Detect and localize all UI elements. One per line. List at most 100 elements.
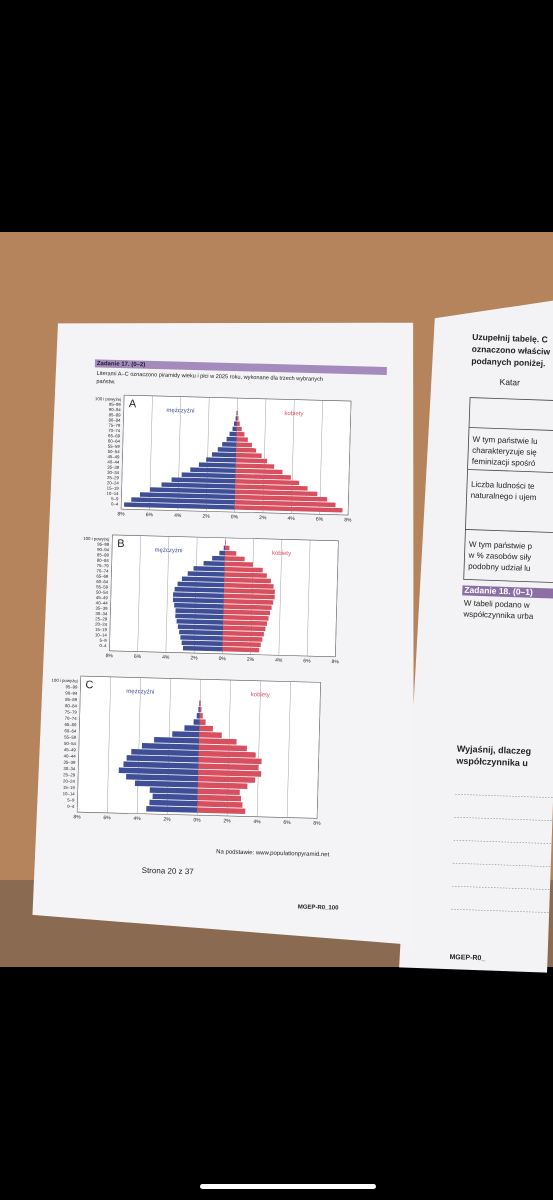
male-bar — [131, 497, 235, 505]
female-bar — [223, 593, 275, 600]
female-bar — [223, 598, 274, 605]
page-code: MGEP-R0_ — [449, 954, 485, 962]
x-tick-label: 4% — [275, 658, 283, 664]
right-page: Uzupełnij tabelę. C oznaczono właściw po… — [399, 297, 553, 973]
y-tick-label: 85–89 — [65, 697, 78, 702]
y-tick-label: 80–84 — [65, 703, 78, 708]
female-bar — [234, 500, 336, 508]
female-bar — [224, 550, 237, 556]
task-text: współczynnika urba — [462, 610, 534, 621]
female-bar — [223, 588, 275, 595]
female-bar — [225, 545, 230, 551]
x-tick-label: 8% — [344, 517, 352, 523]
y-tick-label: 50–54 — [64, 741, 77, 746]
heading-line: oznaczono właściw — [472, 344, 551, 357]
x-tick-label: 4% — [133, 816, 141, 822]
x-tick-label: 6% — [103, 815, 111, 821]
legend-men: mężczyźni — [154, 548, 182, 555]
male-bar — [174, 602, 224, 609]
y-tick-label: 25–29 — [95, 616, 108, 621]
y-tick-label: 30–34 — [63, 766, 76, 771]
female-bar — [222, 646, 260, 653]
female-bar — [198, 750, 256, 758]
female-bar — [197, 807, 246, 815]
x-tick-label: 6% — [134, 654, 142, 660]
male-bar — [172, 597, 224, 604]
y-tick-label: 10–14 — [63, 791, 76, 796]
heading-line: podanych poniżej. — [471, 356, 545, 369]
female-bar — [224, 577, 271, 584]
answer-line — [452, 862, 551, 867]
female-bar — [224, 561, 254, 567]
y-tick-label: 75–79 — [108, 423, 121, 428]
female-bar — [235, 468, 283, 475]
female-bar — [235, 463, 275, 469]
y-tick-label: 35–39 — [96, 606, 109, 611]
legend-women: kobiety — [251, 692, 270, 698]
y-tick-label: 0–4 — [111, 501, 119, 506]
female-bar — [236, 426, 242, 432]
grid-line — [286, 681, 291, 818]
table-rule — [467, 469, 553, 474]
y-tick-label: 60–64 — [96, 579, 109, 584]
grid-line — [306, 540, 311, 657]
male-bar — [236, 410, 238, 416]
source: Na podstawie: www.populationpyramid.net — [216, 849, 330, 858]
table-cell: W tym państwie lu — [472, 435, 537, 446]
female-bar — [236, 421, 240, 426]
y-tick-label: 90–94 — [97, 547, 110, 552]
male-bar — [146, 805, 198, 813]
y-tick-label: 40–44 — [96, 600, 109, 605]
x-tick-label: 4% — [253, 819, 261, 825]
male-bar — [232, 426, 237, 432]
female-bar — [225, 540, 227, 545]
male-bar — [190, 467, 236, 474]
female-bar — [224, 582, 274, 589]
male-bar — [161, 482, 236, 489]
male-bar — [149, 487, 236, 494]
answer-line — [451, 885, 550, 890]
home-indicator — [200, 1184, 376, 1189]
female-bar — [199, 738, 237, 745]
y-tick-label: 25–29 — [63, 772, 76, 777]
left-page: Zadanie 17. (0–2) Literami A–C oznaczono… — [32, 322, 414, 945]
x-tick-label: 4% — [174, 513, 182, 519]
task-title: Zadanie 18. (0–1) — [464, 585, 533, 597]
y-tick-label: 30–34 — [107, 470, 120, 475]
y-tick-label: 5–9 — [111, 496, 119, 501]
question: współczynnika u — [455, 756, 528, 769]
female-bar — [224, 572, 267, 578]
male-bar — [123, 761, 199, 769]
male-bar — [223, 545, 226, 551]
y-tick-label: 95–99 — [109, 402, 122, 407]
legend-women: kobiety — [284, 411, 303, 417]
x-tick-label: 0% — [231, 514, 239, 520]
female-bar — [235, 473, 291, 480]
x-tick-label: 4% — [162, 655, 170, 661]
male-bar — [212, 555, 225, 561]
female-bar — [235, 484, 308, 491]
female-bar — [223, 614, 269, 621]
female-bar — [224, 566, 263, 573]
male-bar — [124, 502, 235, 510]
pyramid-letter: B — [117, 538, 125, 550]
grid-line — [137, 535, 141, 652]
task-text: W tabeli podano w — [464, 599, 530, 610]
male-bar — [203, 561, 225, 567]
female-bar — [197, 801, 243, 808]
charts: 8% 6% 4% 2% 0% 2% 4% 6% 8%100 i powyżej95–9990–9… — [52, 394, 352, 827]
male-bar — [181, 576, 225, 583]
task-text: państw. — [96, 379, 116, 386]
grid-line — [165, 536, 170, 653]
y-tick-label: 80–84 — [97, 558, 110, 563]
male-bar — [219, 550, 226, 556]
answer-line — [451, 908, 550, 913]
grid-line — [76, 676, 81, 813]
male-bar — [193, 566, 225, 572]
table-rule — [468, 427, 553, 432]
female-bar — [235, 458, 268, 464]
y-tick-label: 20–24 — [107, 480, 120, 485]
y-tick-label: 50–54 — [108, 449, 121, 454]
male-bar — [177, 624, 224, 631]
male-bar — [196, 712, 200, 719]
